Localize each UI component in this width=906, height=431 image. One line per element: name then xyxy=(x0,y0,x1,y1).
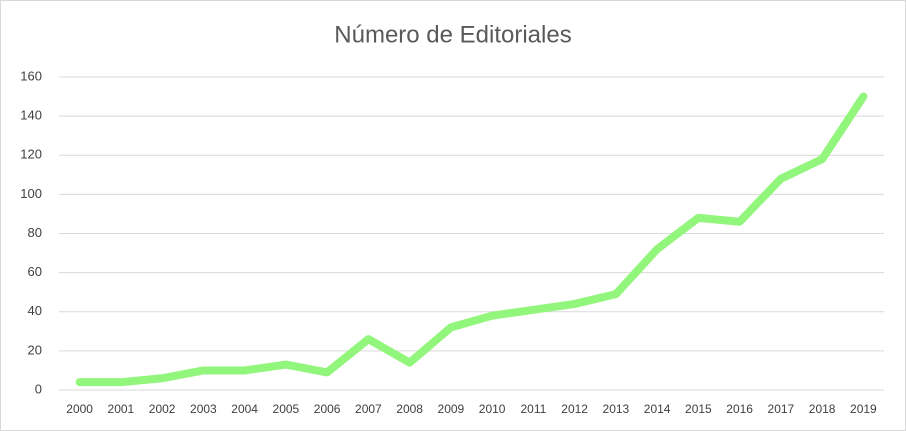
data-line xyxy=(75,92,868,387)
x-tick-label: 2004 xyxy=(231,402,258,416)
x-tick-label: 2016 xyxy=(726,402,753,416)
x-tick-label: 2017 xyxy=(768,402,795,416)
x-tick-label: 2000 xyxy=(66,402,93,416)
x-tick-label: 2014 xyxy=(644,402,671,416)
y-tick-label: 160 xyxy=(20,68,42,83)
x-tick-label: 2019 xyxy=(850,402,877,416)
x-tick-label: 2010 xyxy=(479,402,506,416)
chart-title: Número de Editoriales xyxy=(334,21,571,48)
x-tick-label: 2005 xyxy=(273,402,300,416)
x-tick-label: 2006 xyxy=(314,402,341,416)
y-tick-label: 80 xyxy=(28,225,42,240)
y-tick-label: 100 xyxy=(20,186,42,201)
y-tick-label: 140 xyxy=(20,108,42,123)
y-tick-label: 40 xyxy=(28,303,42,318)
x-tick-label: 2018 xyxy=(809,402,836,416)
x-tick-label: 2003 xyxy=(190,402,217,416)
x-tick-label: 2009 xyxy=(438,402,465,416)
x-tick-label: 2012 xyxy=(561,402,588,416)
x-tick-label: 2002 xyxy=(149,402,176,416)
y-tick-label: 0 xyxy=(35,381,42,396)
y-tick-label: 20 xyxy=(28,342,42,357)
x-tick-label: 2007 xyxy=(355,402,382,416)
x-tick-label: 2011 xyxy=(520,402,546,416)
x-tick-label: 2015 xyxy=(685,402,712,416)
x-tick-label: 2013 xyxy=(603,402,630,416)
x-tick-label: 2001 xyxy=(108,402,135,416)
x-tick-label: 2008 xyxy=(396,402,423,416)
y-tick-label: 60 xyxy=(28,264,42,279)
y-tick-label: 120 xyxy=(20,147,42,162)
